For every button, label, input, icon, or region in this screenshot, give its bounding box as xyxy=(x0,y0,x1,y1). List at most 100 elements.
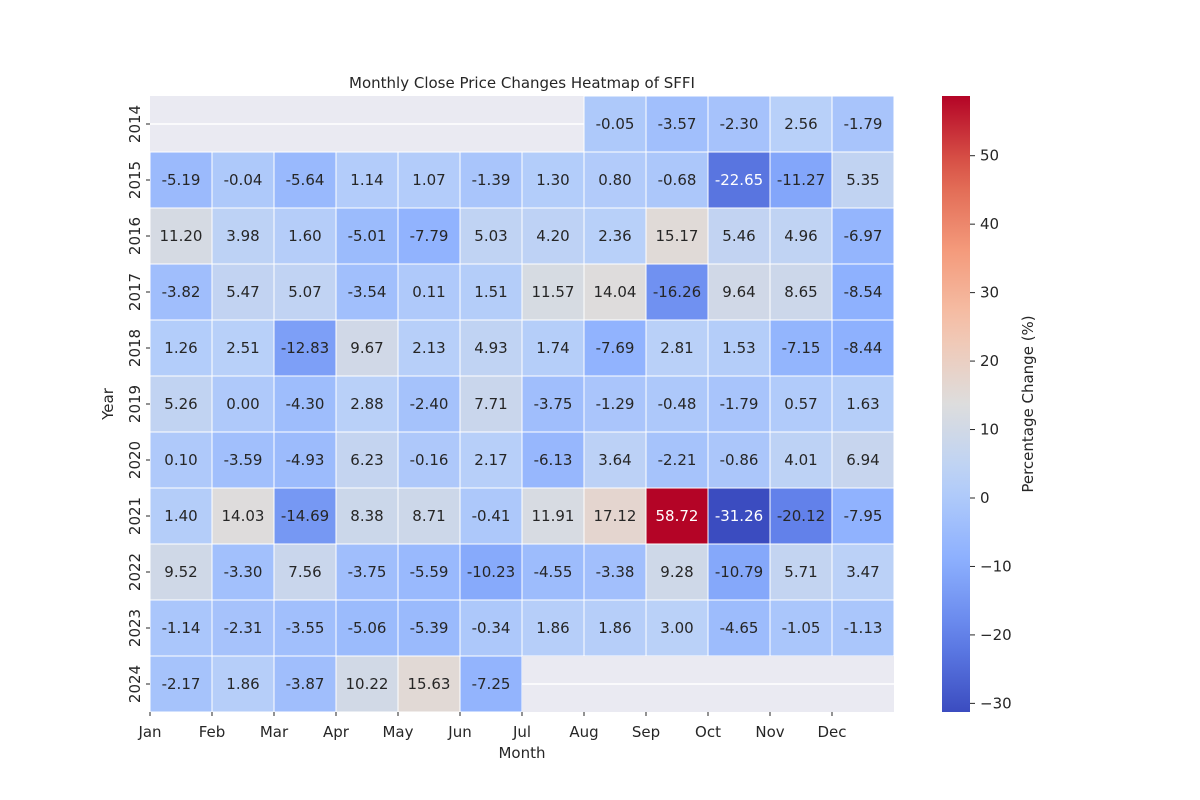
cell-value-label: -3.38 xyxy=(596,563,635,581)
heatmap-cell xyxy=(397,375,461,433)
cell-value-label: 4.93 xyxy=(474,339,507,357)
colorbar-tick-label: −30 xyxy=(980,694,1012,712)
cell-value-label: 1.07 xyxy=(412,171,445,189)
cell-value-label: 2.81 xyxy=(660,339,693,357)
cell-value-label: -3.75 xyxy=(348,563,387,581)
cell-value-label: -12.83 xyxy=(281,339,329,357)
heatmap-cell xyxy=(211,151,275,209)
x-tick-label: Sep xyxy=(632,723,660,741)
heatmap-cell xyxy=(521,207,585,265)
cell-value-label: -7.15 xyxy=(782,339,821,357)
cell-value-label: 5.35 xyxy=(846,171,879,189)
cell-value-label: 9.28 xyxy=(660,563,693,581)
y-tick-label: 2017 xyxy=(126,273,144,311)
heatmap-cell xyxy=(707,207,771,265)
x-axis-label: Month xyxy=(498,744,545,762)
heatmap-cell xyxy=(397,599,461,657)
cell-value-label: -31.26 xyxy=(715,507,763,525)
cell-value-label: -7.79 xyxy=(410,227,449,245)
heatmap-cell xyxy=(335,319,399,377)
cell-value-label: -20.12 xyxy=(777,507,825,525)
heatmap-cell xyxy=(831,487,895,545)
x-axis-ticks: Jan Feb Mar Apr May Jun Jul Aug Sep Oct Nov Dec xyxy=(137,712,847,741)
cell-value-label: -6.97 xyxy=(844,227,883,245)
cell-value-label: 0.00 xyxy=(226,395,259,413)
y-tick-label: 2016 xyxy=(126,217,144,255)
heatmap-cell xyxy=(335,375,399,433)
heatmap-cell xyxy=(521,375,585,433)
cell-value-label: -7.95 xyxy=(844,507,883,525)
colorbar-tick-label: 30 xyxy=(980,284,999,302)
heatmap-cell xyxy=(583,375,647,433)
x-tick-label: Nov xyxy=(755,723,784,741)
heatmap-cell xyxy=(769,487,833,545)
cell-value-label: -1.79 xyxy=(720,395,759,413)
cell-value-label: -0.05 xyxy=(596,115,635,133)
cell-value-label: 8.71 xyxy=(412,507,445,525)
cell-value-label: -3.54 xyxy=(348,283,387,301)
heatmap-cells: -0.05 -3.57 -2.30 2.56 -1.79 -5.19 -0.04 -5.64 1… xyxy=(149,95,895,713)
cell-value-label: -4.93 xyxy=(286,451,325,469)
cell-value-label: -0.68 xyxy=(658,171,697,189)
cell-value-label: -3.55 xyxy=(286,619,325,637)
cell-value-label: 2.88 xyxy=(350,395,383,413)
heatmap-cell xyxy=(831,319,895,377)
colorbar-tick-label: 10 xyxy=(980,421,999,439)
cell-value-label: -1.79 xyxy=(844,115,883,133)
cell-value-label: 2.51 xyxy=(226,339,259,357)
cell-value-label: -5.19 xyxy=(162,171,201,189)
heatmap-cell xyxy=(397,487,461,545)
y-axis-label: Year xyxy=(99,387,117,421)
heatmap-cell xyxy=(521,319,585,377)
cell-value-label: 7.71 xyxy=(474,395,507,413)
cell-value-label: 1.30 xyxy=(536,171,569,189)
cell-value-label: 1.51 xyxy=(474,283,507,301)
heatmap-cell xyxy=(645,319,709,377)
cell-value-label: -3.57 xyxy=(658,115,697,133)
heatmap-cell xyxy=(831,151,895,209)
heatmap-cell xyxy=(769,599,833,657)
cell-value-label: 11.20 xyxy=(160,227,203,245)
cell-value-label: -5.39 xyxy=(410,619,449,637)
cell-value-label: 11.91 xyxy=(532,507,575,525)
colorbar xyxy=(942,96,970,712)
heatmap-cell xyxy=(397,543,461,601)
cell-value-label: 8.65 xyxy=(784,283,817,301)
cell-value-label: 9.64 xyxy=(722,283,755,301)
cell-value-label: 5.07 xyxy=(288,283,321,301)
cell-value-label: -7.69 xyxy=(596,339,635,357)
heatmap-cell xyxy=(707,543,771,601)
cell-value-label: -1.05 xyxy=(782,619,821,637)
cell-value-label: -6.13 xyxy=(534,451,573,469)
heatmap-cell xyxy=(831,599,895,657)
heatmap-cell xyxy=(459,655,523,713)
x-tick-label: Aug xyxy=(569,723,598,741)
cell-value-label: -1.39 xyxy=(472,171,511,189)
heatmap-cell xyxy=(273,487,337,545)
heatmap-cell xyxy=(459,543,523,601)
heatmap-cell xyxy=(707,319,771,377)
heatmap-cell xyxy=(273,319,337,377)
heatmap-cell xyxy=(583,543,647,601)
cell-value-label: 15.63 xyxy=(408,675,451,693)
y-tick-label: 2021 xyxy=(126,497,144,535)
heatmap-cell xyxy=(397,151,461,209)
heatmap-cell xyxy=(335,151,399,209)
cell-value-label: 1.63 xyxy=(846,395,879,413)
cell-value-label: -10.23 xyxy=(467,563,515,581)
colorbar-tick-label: −20 xyxy=(980,626,1012,644)
heatmap-cell xyxy=(335,655,399,713)
heatmap-cell xyxy=(273,655,337,713)
heatmap-cell xyxy=(211,375,275,433)
cell-value-label: -8.44 xyxy=(844,339,883,357)
cell-value-label: -3.75 xyxy=(534,395,573,413)
x-tick-label: Dec xyxy=(817,723,846,741)
heatmap-cell xyxy=(645,431,709,489)
cell-value-label: 5.03 xyxy=(474,227,507,245)
heatmap-cell xyxy=(149,319,213,377)
heatmap-cell xyxy=(769,263,833,321)
heatmap-cell xyxy=(459,151,523,209)
heatmap-cell xyxy=(149,207,213,265)
heatmap-cell xyxy=(459,375,523,433)
